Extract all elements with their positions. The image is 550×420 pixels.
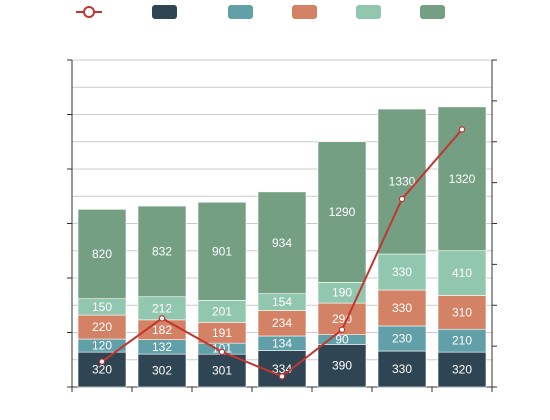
bar-segment [317, 141, 367, 283]
bar-value-label: 320 [92, 363, 112, 377]
legend [76, 5, 445, 19]
bar-value-label: 1320 [449, 172, 476, 186]
bar-segment [377, 253, 427, 291]
bar-value-label: 150 [92, 300, 112, 314]
bar-value-label: 390 [332, 359, 352, 373]
bar-value-label: 901 [212, 244, 232, 258]
line-point [98, 358, 106, 365]
line-point [278, 373, 286, 380]
bar-value-label: 220 [92, 320, 112, 334]
bar-value-label: 330 [392, 362, 412, 376]
bar-segment [317, 344, 367, 388]
bar-value-label: 190 [332, 286, 352, 300]
bar-value-label: 132 [152, 340, 172, 354]
bar-value-label: 1330 [389, 175, 416, 189]
bar-value-label: 210 [452, 334, 472, 348]
bar-value-label: 820 [92, 247, 112, 261]
bar-segment [197, 353, 247, 388]
bar-segment [77, 209, 127, 300]
bar-value-label: 154 [272, 295, 292, 309]
line-point [458, 126, 466, 133]
line-point [158, 315, 166, 322]
bar-value-label: 134 [272, 336, 292, 350]
bar-value-label: 234 [272, 316, 292, 330]
bar-value-label: 832 [152, 244, 172, 258]
bar-value-label: 90 [335, 333, 349, 347]
line-series [98, 126, 466, 380]
legend-swatch [228, 5, 253, 19]
bar-value-label: 201 [212, 304, 232, 318]
bar-segment [377, 325, 427, 352]
legend-swatch [420, 5, 445, 19]
legend-swatch [292, 5, 317, 19]
bar-value-label: 320 [452, 363, 472, 377]
bar-value-label: 330 [392, 301, 412, 315]
bar-value-label: 120 [92, 339, 112, 353]
bar-value-label: 230 [392, 331, 412, 345]
bar-value-label: 191 [212, 326, 232, 340]
line-point [338, 326, 346, 333]
legend-line-marker [83, 6, 95, 18]
bar-value-label: 182 [152, 323, 172, 337]
bar-segment [257, 191, 307, 294]
bar-value-label: 1290 [329, 205, 356, 219]
bar-segment [437, 250, 487, 296]
bar-value-label: 310 [452, 305, 472, 319]
line-point [398, 195, 406, 203]
bar-value-label: 302 [152, 364, 172, 378]
legend-swatch [356, 5, 381, 19]
bar-segment [377, 350, 427, 388]
bars: 3201202201508203021321822128323011011912… [77, 106, 487, 388]
legend-item-line [76, 6, 102, 18]
legend-swatch [152, 5, 177, 19]
bar-segment [197, 201, 247, 301]
bar-value-label: 330 [392, 265, 412, 279]
bar-segment [137, 205, 187, 298]
bar-segment [437, 295, 487, 330]
bar-segment [437, 351, 487, 388]
bar-segment [377, 289, 427, 327]
bar-value-label: 410 [452, 266, 472, 280]
bar-value-label: 290 [332, 312, 352, 326]
bar-value-label: 212 [152, 301, 172, 315]
line-point [218, 348, 226, 356]
bar-value-label: 301 [212, 364, 232, 378]
bar-value-label: 934 [272, 236, 292, 250]
